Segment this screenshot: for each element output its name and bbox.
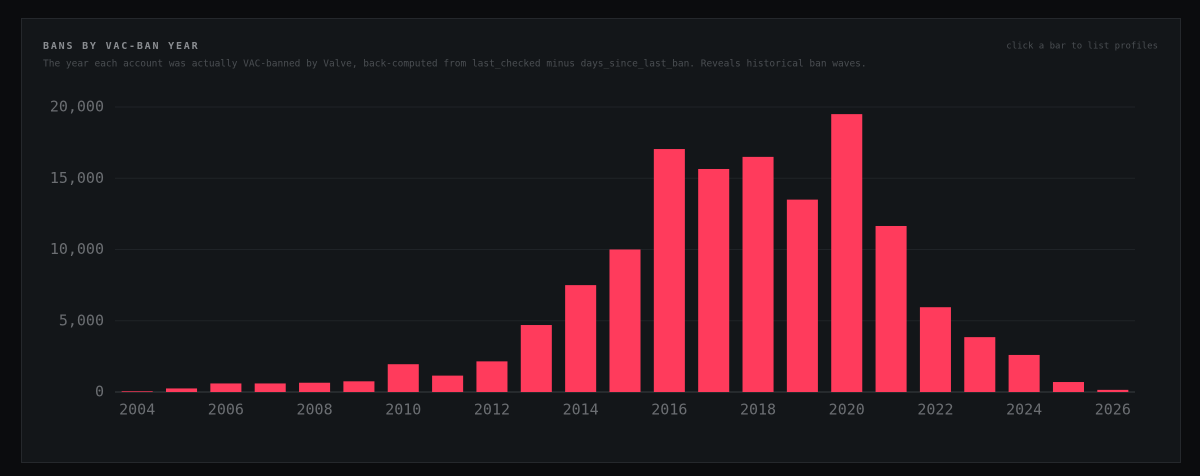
bar[interactable]: [343, 381, 375, 392]
x-tick-label: 2016: [651, 401, 687, 419]
bar[interactable]: [1097, 389, 1129, 392]
bar[interactable]: [520, 325, 552, 392]
bar[interactable]: [166, 388, 198, 392]
y-tick-label: 0: [95, 383, 104, 401]
bar[interactable]: [653, 149, 685, 392]
bar[interactable]: [432, 375, 464, 392]
x-tick-label: 2010: [385, 401, 421, 419]
chart-title: BANS BY VAC-BAN YEAR: [43, 41, 199, 52]
bar[interactable]: [1008, 354, 1040, 392]
bar[interactable]: [1052, 382, 1084, 392]
x-tick-label: 2018: [740, 401, 776, 419]
bar[interactable]: [919, 307, 951, 392]
y-tick-label: 5,000: [59, 311, 104, 329]
x-tick-label: 2008: [297, 401, 333, 419]
x-tick-label: 2014: [563, 401, 599, 419]
bar[interactable]: [299, 382, 331, 392]
bar[interactable]: [786, 199, 818, 392]
bar[interactable]: [609, 249, 641, 393]
card: [21, 18, 1181, 463]
bar[interactable]: [254, 383, 286, 392]
chart-subtitle: The year each account was actually VAC-b…: [43, 59, 867, 70]
y-tick-label: 10,000: [50, 240, 104, 258]
x-tick-label: 2012: [474, 401, 510, 419]
x-tick-label: 2022: [917, 401, 953, 419]
x-tick-label: 2024: [1006, 401, 1042, 419]
bar[interactable]: [831, 114, 863, 392]
bar[interactable]: [742, 156, 774, 392]
hint: click a bar to list profiles: [1006, 42, 1158, 52]
bar[interactable]: [565, 285, 597, 392]
y-tick-label: 15,000: [50, 169, 104, 187]
x-tick-label: 2006: [208, 401, 244, 419]
bar[interactable]: [875, 225, 907, 392]
x-tick-label: 2020: [829, 401, 865, 419]
bar[interactable]: [210, 383, 242, 392]
x-tick-label: 2026: [1095, 401, 1131, 419]
bar[interactable]: [476, 361, 508, 392]
bar[interactable]: [387, 364, 419, 392]
bar[interactable]: [698, 168, 730, 392]
bar[interactable]: [121, 391, 153, 392]
bar[interactable]: [964, 337, 996, 392]
y-tick-label: 20,000: [50, 98, 104, 116]
x-tick-label: 2004: [119, 401, 155, 419]
